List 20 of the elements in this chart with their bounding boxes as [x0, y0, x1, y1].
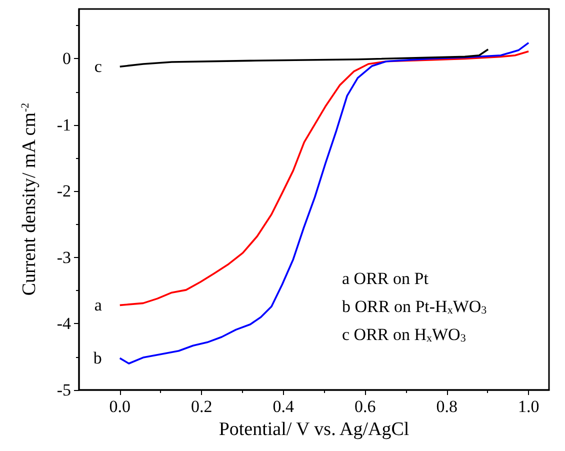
y-tick-label: -5 — [56, 380, 71, 400]
annotation: a ORR on Pt — [342, 269, 429, 288]
y-tick-label: -4 — [56, 314, 72, 334]
series-label: b — [93, 348, 102, 368]
series-label: c — [94, 57, 102, 76]
y-tick-label: -1 — [56, 115, 71, 134]
y-axis-title: Current density/ mA cm-2 — [19, 102, 40, 296]
x-tick-label: 1.0 — [518, 397, 540, 416]
y-tick-label: -3 — [56, 248, 71, 267]
x-tick-label: 0.2 — [190, 397, 212, 416]
x-tick-label: 0.4 — [272, 397, 294, 416]
line-series — [118, 48, 490, 68]
y-tick-label: 0 — [62, 49, 71, 68]
x-axis-title: Potential/ V vs. Ag/AgCl — [218, 419, 410, 440]
line-series — [118, 42, 530, 364]
x-tick-label: 0.6 — [354, 397, 376, 416]
series-label: a — [94, 296, 102, 315]
x-tick-label: 0.8 — [436, 397, 458, 416]
y-tick-label: -2 — [56, 182, 71, 201]
x-tick-label: 0.0 — [109, 397, 130, 416]
